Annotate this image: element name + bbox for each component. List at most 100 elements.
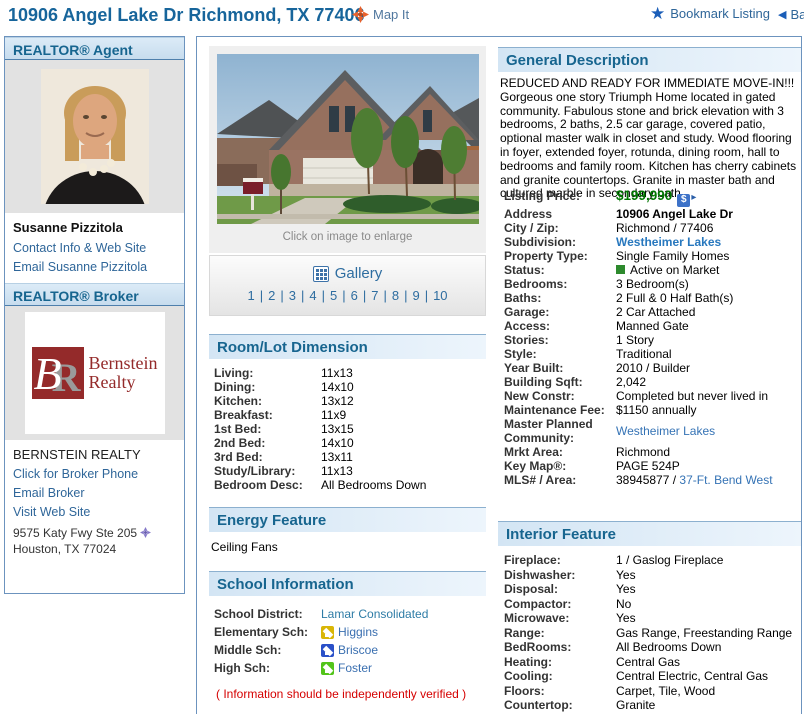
broker-logo-monogram: R B [31,347,84,399]
school-link[interactable]: Foster [338,661,373,675]
page-link[interactable]: 2 [256,288,277,303]
spec-label: Garage: [504,304,550,319]
mls-area-link[interactable]: 37-Ft. Bend West [679,472,773,487]
mls-area-row: MLS# / Area: 38945877 / 37-Ft. Bend West [498,473,801,487]
spec-value: 10906 Angel Lake Dr [616,206,733,221]
agent-contact-link[interactable]: Contact Info & Web Site [13,241,147,255]
spec-label: Building Sqft: [504,374,583,389]
school-header: School Information [209,571,486,596]
back-button[interactable]: ◀ Ba [778,7,804,22]
graduation-cap-icon [321,625,334,639]
graduation-cap-icon [321,643,334,657]
agent-photo[interactable] [40,69,149,204]
spec-row: Countertop: Granite [504,698,801,713]
room-lot-section: Room/Lot Dimension Living: 11x13 Dining:… [209,334,486,492]
spec-label: High Sch: [214,661,270,675]
spec-value: 11x13 [321,366,353,380]
spec-row: Bedroom Desc: All Bedrooms Down [214,478,486,492]
spec-value: 1 / Gaslog Fireplace [616,553,724,567]
spec-label: Year Built: [504,360,564,375]
school-district-row: School District: Lamar Consolidated [214,605,486,623]
status-indicator-icon [616,264,625,274]
page-link[interactable]: 5 [318,288,339,303]
spec-label: Dining: [214,380,256,394]
broker-phone-link[interactable]: Click for Broker Phone [13,467,139,481]
city-zip-row: City / Zip: Richmond / 77406 [498,221,801,235]
spec-row: 2nd Bed: 14x10 [214,436,486,450]
spec-label: Living: [214,366,254,380]
badge-arrow-icon[interactable]: ▸ [691,192,697,203]
listing-photo-box: Click on image to enlarge [209,46,486,253]
spec-label: Status: [504,262,545,277]
page-link[interactable]: 9 [400,288,421,303]
page-link[interactable]: 1 [247,288,255,303]
general-description-section: General Description [498,47,801,72]
map-it-button[interactable]: Map It [352,6,409,23]
page-link[interactable]: 10 [421,288,449,303]
spec-label: Heating: [504,654,552,669]
spec-label: 1st Bed: [214,422,262,436]
mls-number: 38945877 / [616,472,680,487]
listing-photo[interactable] [216,54,479,224]
graduation-cap-icon [321,661,334,675]
spec-row: 1st Bed: 13x15 [214,422,486,436]
school-rows: School District: Lamar Consolidated Elem… [209,596,486,701]
spec-label: Range: [504,625,545,640]
page-link[interactable]: 8 [379,288,400,303]
mrkt-area-row: Mrkt Area: Richmond [498,445,801,459]
spec-value: Richmond [616,444,671,459]
spec-row: Heating: Central Gas [504,655,801,670]
page-link[interactable]: 7 [359,288,380,303]
spec-value: 13x15 [321,422,354,436]
listing-price-value: $199,990 $ ▸ [616,189,696,207]
master-planned-link[interactable]: Westheimer Lakes [616,423,716,438]
broker-address-line1: 9575 Katy Fwy Ste 205 [13,526,138,540]
year-built-row: Year Built: 2010 / Builder [498,361,801,375]
agent-email-link[interactable]: Email Susanne Pizzitola [13,260,148,274]
sidebar: REALTOR® Agent Susanne Pizzitola Contact… [4,36,185,594]
bookmark-listing-button[interactable]: ★ Bookmark Listing [650,5,770,22]
spec-value: Richmond / 77406 [616,220,714,235]
spec-value: Completed but never lived in [616,388,769,403]
school-link[interactable]: Briscoe [338,643,379,657]
broker-email-link[interactable]: Email Broker [13,486,85,500]
spec-label: Mrkt Area: [504,444,563,459]
page-link[interactable]: 6 [338,288,359,303]
spec-label: Key Map®: [504,458,567,473]
spec-label: Compactor: [504,596,572,611]
page-link[interactable]: 4 [297,288,318,303]
school-district-link[interactable]: Lamar Consolidated [321,607,429,621]
payment-calculator-icon[interactable]: $ [677,193,691,207]
subdivision-link[interactable]: Westheimer Lakes [616,234,722,249]
mini-compass-icon[interactable] [140,527,152,538]
page-link[interactable]: 3 [276,288,297,303]
broker-web-link[interactable]: Visit Web Site [13,505,91,519]
spec-value: 11x9 [321,408,347,422]
spec-label: Listing Price: [504,189,581,203]
spec-label: Subdivision: [504,234,576,249]
spec-row: Cooling: Central Electric, Central Gas [504,669,801,684]
school-level-rows: Elementary Sch: Higgins Middle Sch: Bris… [214,623,486,677]
map-it-label: Map It [373,7,410,22]
grid-gallery-icon [312,265,329,282]
spec-row: Fireplace: 1 / Gaslog Fireplace [504,553,801,568]
status-value: Active on Market [616,263,719,277]
interior-feature-header: Interior Feature [498,521,801,546]
broker-logo[interactable]: R B Bernstein Realty [24,312,165,434]
spec-value: 11x13 [321,464,353,478]
agent-info: Susanne Pizzitola Contact Info & Web Sit… [5,213,184,283]
spec-value: 2 Car Attached [616,304,696,319]
spec-value: Central Gas [616,654,681,669]
access-row: Access: Manned Gate [498,319,801,333]
master-planned-row: Master Planned Community: Westheimer Lak… [498,417,801,445]
spec-row: Disposal: Yes [504,582,801,597]
school-link[interactable]: Higgins [338,625,379,639]
broker-info: BERNSTEIN REALTY Click for Broker Phone … [5,440,184,557]
spec-value: Single Family Homes [616,248,730,263]
maintenance-fee-row: Maintenance Fee: $1150 annually [498,403,801,417]
spec-label: Countertop: [504,698,573,712]
gallery-button[interactable]: Gallery [210,265,485,282]
spec-value: Yes [616,611,636,625]
spec-label: City / Zip: [504,220,559,235]
spec-row: Floors: Carpet, Tile, Wood [504,684,801,699]
